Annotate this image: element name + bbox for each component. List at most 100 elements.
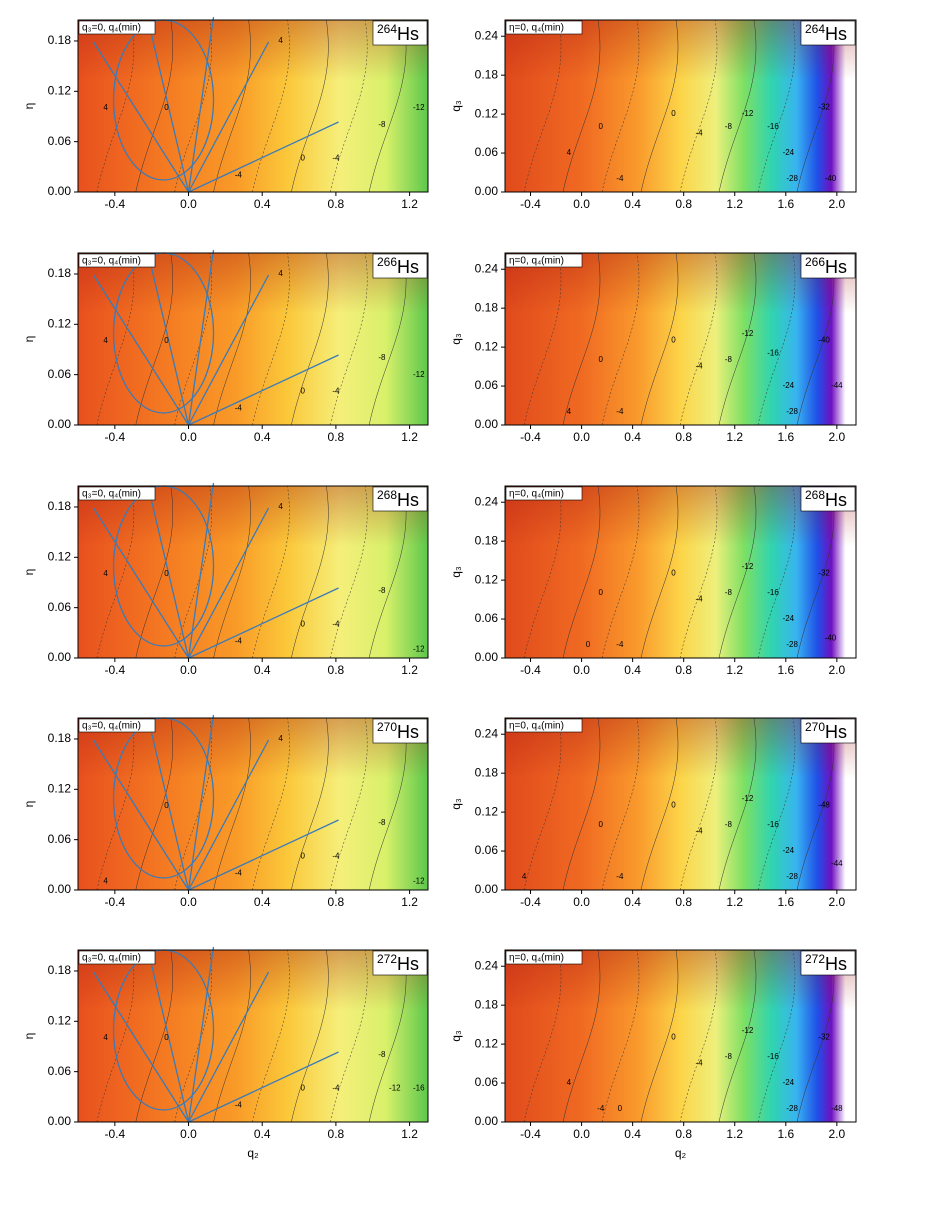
y-tick-label: 0.18: [475, 997, 499, 1011]
contour-label: -32: [818, 103, 830, 112]
y-tick-label: 0.18: [475, 300, 499, 314]
x-tick-label: 0.8: [328, 663, 345, 677]
gamma-ray: [147, 487, 190, 659]
contour-label: 4: [567, 407, 572, 416]
x-tick-label: -0.4: [104, 895, 125, 909]
y-tick-label: 0.18: [48, 499, 72, 513]
y-tick-label: 0.18: [475, 67, 499, 81]
x-tick-label: 1.6: [777, 895, 794, 909]
nucleus-symbol: Hs: [825, 24, 847, 44]
contour-label: -4: [616, 407, 624, 416]
y-tick-label: 0.00: [475, 417, 499, 431]
x-tick-label: 0.4: [624, 197, 641, 211]
contour-label: -8: [378, 353, 386, 362]
contour-line: [718, 949, 757, 1123]
x-tick-label: 0.0: [573, 430, 590, 444]
y-tick-label: 0.06: [48, 367, 72, 381]
contour-label: -8: [725, 1052, 733, 1061]
plot-frame: [504, 19, 857, 193]
x-tick-label: 2.0: [829, 1127, 846, 1141]
gamma-ray: [187, 507, 270, 659]
contour-label: -4: [235, 403, 243, 412]
annotation-box: [78, 718, 156, 733]
y-tick-label: 0.24: [475, 28, 499, 42]
nucleus-mass: 270: [805, 720, 825, 734]
x-tick-label: -0.4: [104, 1127, 125, 1141]
contour-label: 0: [599, 355, 604, 364]
x-tick-label: 0.4: [624, 663, 641, 677]
contour-line: [718, 19, 757, 193]
plot-frame: [77, 19, 429, 193]
contour-label: -16: [767, 588, 779, 597]
contour-shade: [505, 718, 856, 890]
contour-label: -12: [413, 645, 425, 654]
y-tick-label: 0.12: [48, 1013, 72, 1027]
contour-label: -28: [786, 640, 798, 649]
contour-label: -8: [378, 818, 386, 827]
nucleus-symbol: Hs: [397, 257, 419, 277]
contour-label: -4: [332, 1084, 340, 1093]
plot-frame: [77, 252, 429, 426]
contour-label: -4: [695, 827, 703, 836]
nucleus-box: [372, 950, 428, 976]
contour-label: 0: [599, 820, 604, 829]
contour-line: [213, 252, 251, 426]
annotation-box: [78, 20, 156, 35]
contour-label: 0: [164, 569, 169, 578]
x-tick-label: 0.8: [675, 1127, 692, 1141]
gamma-ray: [187, 274, 270, 426]
contour-line: [213, 19, 251, 193]
contour-label: -8: [378, 1050, 386, 1059]
nucleus-box: [372, 486, 428, 512]
gamma-ray: [92, 41, 190, 193]
contour-label: -8: [378, 586, 386, 595]
contour-label: 0: [671, 1033, 676, 1042]
contour-label: -8: [725, 588, 733, 597]
contour-line: [135, 485, 174, 659]
nucleus-mass: 266: [805, 255, 825, 269]
contour-label: -24: [783, 1078, 795, 1087]
annotation-box: [505, 20, 583, 35]
contour-label: -4: [332, 387, 340, 396]
annotation: q₃=0, q₄(min): [82, 23, 141, 34]
x-tick-label: 0.8: [675, 197, 692, 211]
contour-label: -32: [818, 1033, 830, 1042]
contour-label: 4: [567, 1078, 572, 1087]
x-tick-label: 1.2: [726, 1127, 743, 1141]
nucleus-box: [372, 253, 428, 279]
contour-label: 0: [586, 640, 591, 649]
y-axis-label: q₃: [449, 1030, 463, 1042]
y-tick-label: 0.18: [475, 765, 499, 779]
x-tick-label: 0.0: [180, 895, 197, 909]
contour-label: -4: [695, 595, 703, 604]
gamma-ray: [187, 249, 215, 426]
contour-line: [640, 717, 679, 891]
y-tick-label: 0.12: [48, 781, 72, 795]
contour-label: -24: [783, 614, 795, 623]
y-tick-label: 0.06: [475, 145, 499, 159]
y-tick-label: 0.24: [475, 958, 499, 972]
annotation: q₃=0, q₄(min): [82, 721, 141, 732]
y-axis-label: η: [22, 103, 36, 110]
x-tick-label: 0.4: [624, 1127, 641, 1141]
contour-line: [640, 252, 679, 426]
y-tick-label: 0.00: [475, 1114, 499, 1128]
plot-frame: [504, 717, 857, 891]
y-tick-label: 0.18: [475, 533, 499, 547]
nucleus-symbol: Hs: [397, 722, 419, 742]
contour-line: [562, 485, 601, 659]
contour-label: -4: [616, 640, 624, 649]
contour-label: -12: [413, 370, 425, 379]
y-tick-label: 0.00: [48, 650, 72, 664]
contour-label: 4: [103, 1033, 108, 1042]
contour-line: [562, 717, 601, 891]
annotation-box: [505, 253, 583, 268]
gamma-ray: [147, 719, 190, 891]
nucleus-mass: 270: [377, 720, 397, 734]
contour-line: [213, 949, 251, 1123]
contour-label: 4: [278, 502, 283, 511]
contour-label: -28: [786, 407, 798, 416]
y-tick-label: 0.24: [475, 261, 499, 275]
contour-shade: [505, 20, 856, 192]
contour-line: [135, 949, 174, 1123]
